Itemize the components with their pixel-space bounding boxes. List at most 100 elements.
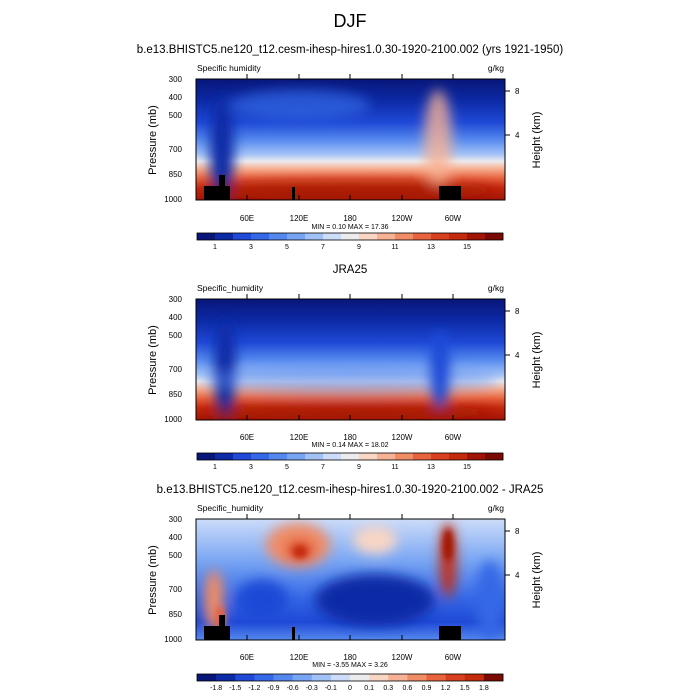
y-tick-label: 850: [169, 390, 183, 399]
x-ticks: [246, 294, 454, 420]
colorbar-swatch: [323, 453, 342, 460]
colorbar-label: 1.2: [441, 685, 451, 692]
y-tick-label: 1000: [164, 635, 182, 644]
x-tick-label: 180: [343, 214, 357, 223]
colorbar-label: 0.1: [364, 685, 374, 692]
panel-model: b.e13.BHISTC5.ne120_t12.cesm-ihesp-hires…: [137, 44, 564, 251]
colorbar-swatch: [369, 674, 389, 681]
x-tick-label: 180: [343, 433, 357, 442]
colorbar-swatch: [269, 233, 288, 240]
y-tick-label: 400: [169, 533, 183, 542]
colorbar-swatch: [305, 453, 324, 460]
colorbar-swatch: [388, 674, 408, 681]
colorbar: 1 3 5 7 9 11 13 15: [196, 232, 504, 251]
colorbar-label: -0.1: [325, 685, 337, 692]
y-tick-label: 700: [169, 585, 183, 594]
humidity-field: [196, 299, 505, 420]
x-tick-labels: 60E 120E 180 120W 60W: [240, 653, 462, 662]
variable-label: Specific humidity: [197, 63, 262, 73]
colorbar-swatch: [395, 233, 414, 240]
colorbar-swatch: [235, 674, 255, 681]
field-features: [200, 320, 500, 420]
min-max-stats: MIN = -3.55 MAX = 3.26: [312, 662, 388, 669]
colorbar-label: 9: [357, 464, 361, 471]
plot-area: [196, 79, 505, 200]
colorbar-swatch: [251, 453, 270, 460]
colorbar-label: 1: [213, 244, 217, 251]
y2-tick-label: 4: [515, 131, 520, 140]
colorbar-swatch: [216, 674, 236, 681]
colorbar-swatch: [407, 674, 427, 681]
colorbar-frame: [196, 673, 504, 682]
y-tick-label: 300: [169, 295, 183, 304]
y-axis-label: Pressure (mb): [147, 545, 159, 615]
colorbar-swatch: [377, 233, 396, 240]
y2-tick-label: 4: [515, 571, 520, 580]
y-tick-label: 850: [169, 170, 183, 179]
colorbar-frame: [196, 232, 504, 241]
x-tick-label: 120E: [290, 214, 309, 223]
panel-difference: b.e13.BHISTC5.ne120_t12.cesm-ihesp-hires…: [147, 484, 543, 692]
colorbar-label: 0: [348, 685, 352, 692]
colorbar-label: 15: [463, 244, 471, 251]
x-tick-label: 120E: [290, 653, 309, 662]
x-tick-labels: 60E 120E 180 120W 60W: [240, 433, 462, 442]
colorbar-swatch: [215, 233, 234, 240]
x-tick-label: 60E: [240, 433, 254, 442]
colorbar-swatch: [292, 674, 313, 681]
colorbar-swatch: [341, 233, 360, 240]
colorbar-swatch: [445, 674, 466, 681]
colorbar-swatch: [197, 453, 216, 460]
colorbar-swatch: [467, 233, 486, 240]
y-tick-label: 500: [169, 551, 183, 560]
field-features: [200, 90, 500, 200]
colorbar-swatch: [330, 674, 351, 681]
x-tick-labels: 60E 120E 180 120W 60W: [240, 214, 462, 223]
y-tick-label: 1000: [164, 415, 182, 424]
colorbar-swatch: [485, 233, 504, 240]
colorbar-label: 11: [391, 464, 398, 471]
colorbar-label: 9: [357, 244, 361, 251]
y-tick-label: 1000: [164, 195, 182, 204]
variable-label: Specific_humidity: [197, 503, 264, 513]
y2-axis-label: Height (km): [531, 332, 543, 389]
panel-title: JRA25: [333, 264, 368, 276]
x-tick-label: 120W: [392, 214, 413, 223]
colorbar-label: 13: [427, 244, 435, 251]
colorbar-label: 0.6: [403, 685, 413, 692]
colorbar-swatch: [483, 674, 504, 681]
x-ticks: [246, 514, 454, 640]
colorbar-label: -0.3: [306, 685, 318, 692]
colorbar-swatch: [311, 674, 332, 681]
colorbar-swatch: [273, 674, 293, 681]
colorbar-label: 7: [321, 244, 325, 251]
y2-ticks: [505, 530, 510, 576]
panel-title: b.e13.BHISTC5.ne120_t12.cesm-ihesp-hires…: [137, 44, 564, 56]
colorbar-swatch: [254, 674, 274, 681]
colorbar-swatch: [449, 453, 468, 460]
colorbar-label: 7: [321, 464, 325, 471]
y-axis-label: Pressure (mb): [147, 325, 159, 395]
colorbar-swatch: [323, 233, 342, 240]
colorbar-label: 1: [213, 464, 217, 471]
colorbar-label: 3: [249, 464, 253, 471]
y2-tick-label: 8: [515, 307, 520, 316]
colorbar-swatch: [287, 233, 306, 240]
colorbar-label: 0.3: [383, 685, 393, 692]
colorbar-label: 11: [391, 244, 398, 251]
y-tick-label: 500: [169, 111, 183, 120]
colorbar-label: 1.8: [479, 685, 489, 692]
topography-mask: [204, 615, 461, 640]
colorbar: -1.8 -1.5 -1.2 -0.9 -0.6 -0.3 -0.1 0 0.1 0.3 0.6 0.…: [196, 673, 504, 692]
min-max-stats: MIN = 0.14 MAX = 18.02: [311, 442, 388, 449]
colorbar-swatch: [197, 233, 216, 240]
colorbar-swatch: [485, 453, 504, 460]
colorbar-swatch: [413, 453, 432, 460]
y2-tick-label: 8: [515, 87, 520, 96]
colorbar-label: 5: [285, 244, 289, 251]
x-ticks: [246, 74, 454, 200]
x-tick-label: 120W: [392, 433, 413, 442]
field-features: [204, 522, 504, 640]
colorbar-swatch: [233, 233, 252, 240]
